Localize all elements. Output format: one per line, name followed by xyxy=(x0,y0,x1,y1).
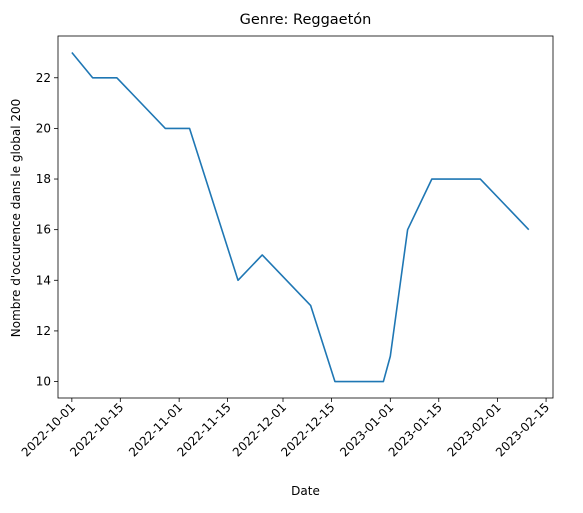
series-line xyxy=(71,51,530,383)
axes-frame xyxy=(57,35,554,399)
x-axis-label: Date xyxy=(291,484,320,498)
chart-title: Genre: Reggaetón xyxy=(240,12,372,28)
y-tick-label: 18 xyxy=(36,172,51,186)
y-tick-label: 14 xyxy=(36,273,51,287)
y-tick-label: 10 xyxy=(36,375,51,389)
y-tick-label: 12 xyxy=(36,324,51,338)
y-tick-label: 16 xyxy=(36,223,51,237)
y-tick-label: 22 xyxy=(36,71,51,85)
y-axis-label: Nombre d'occurence dans le global 200 xyxy=(9,99,23,338)
y-tick-label: 20 xyxy=(36,121,51,135)
